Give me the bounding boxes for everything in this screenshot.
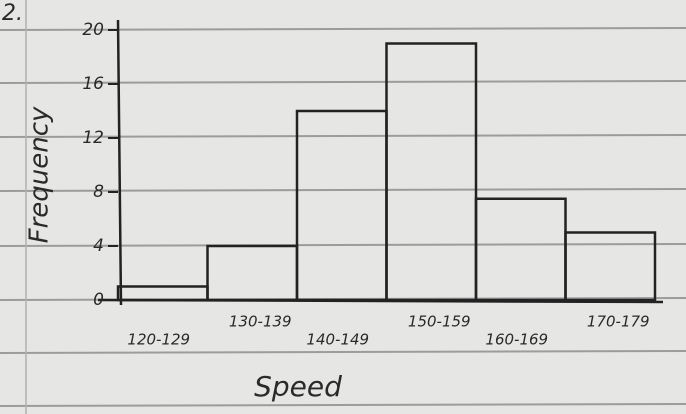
y-tick-label: 12 bbox=[82, 128, 104, 148]
x-axis-label: Speed bbox=[254, 370, 342, 403]
x-tick-label: 130-139 bbox=[229, 313, 292, 331]
y-tick-label: 0 bbox=[93, 290, 104, 310]
y-axis bbox=[116, 19, 123, 306]
x-tick-label: 150-159 bbox=[408, 313, 471, 331]
y-axis-label: Frequency bbox=[25, 106, 55, 243]
bar bbox=[385, 42, 478, 302]
y-tick-label: 4 bbox=[93, 236, 104, 256]
x-tick-label: 140-149 bbox=[306, 331, 369, 349]
paper-rule bbox=[0, 350, 686, 354]
y-tick-label: 20 bbox=[82, 20, 104, 40]
y-tick-label: 8 bbox=[93, 182, 104, 202]
paper-rule bbox=[0, 134, 686, 138]
x-tick-label: 160-169 bbox=[485, 331, 548, 349]
bar bbox=[564, 231, 657, 302]
paper-rule bbox=[0, 403, 686, 407]
x-tick-label: 170-179 bbox=[587, 313, 650, 331]
problem-number: 2. bbox=[2, 1, 23, 26]
x-tick-label: 120-129 bbox=[127, 331, 190, 349]
paper-rule bbox=[0, 188, 686, 192]
y-tick-label: 16 bbox=[82, 74, 104, 94]
paper-rule bbox=[0, 80, 686, 84]
